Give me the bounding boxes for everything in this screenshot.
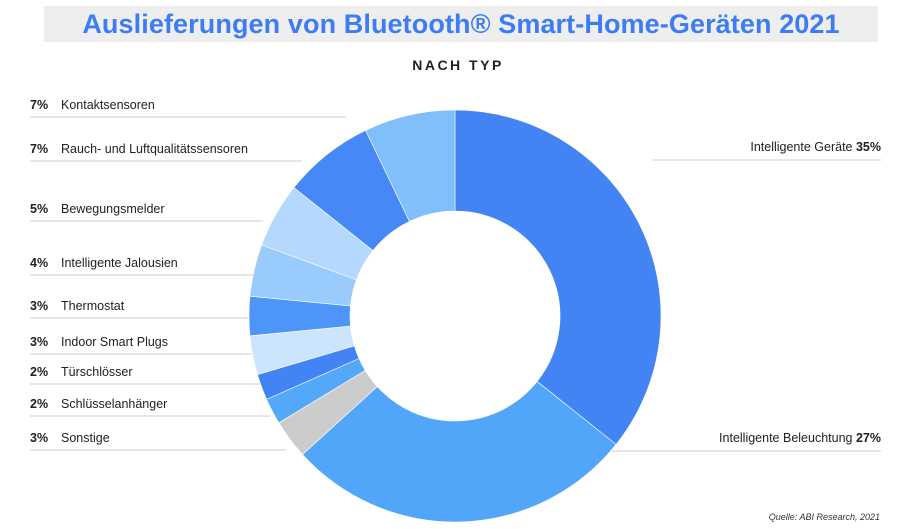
label-pct-indoor-smart-plugs: 3% [30,335,48,349]
label-pct-schluesselanhaenger: 2% [30,397,48,411]
label-thermostat: Thermostat [61,299,125,313]
label-intelligente-beleuchtung: Intelligente Beleuchtung 27% [719,431,881,445]
label-pct-intelligente-jalousien: 4% [30,256,48,270]
label-tuerschloesser: Türschlösser [61,365,133,379]
label-indoor-smart-plugs: Indoor Smart Plugs [61,335,168,349]
label-pct-bewegungsmelder: 5% [30,202,48,216]
slice-intelligente-beleuchtung [302,381,617,523]
source-note: Quelle: ABI Research, 2021 [768,512,880,522]
label-schluesselanhaenger: Schlüsselanhänger [61,397,167,411]
label-pct-kontaktsensoren: 7% [30,98,48,112]
label-pct-thermostat: 3% [30,299,48,313]
label-bewegungsmelder: Bewegungsmelder [61,202,165,216]
slice-intelligente-geraete [454,109,662,445]
label-intelligente-jalousien: Intelligente Jalousien [61,256,178,270]
label-rauch-und-luftqualitaetssensoren: Rauch- und Luftqualitätssensoren [61,142,248,156]
chart-subtitle: NACH TYP [412,57,504,73]
label-kontaktsensoren: Kontaktsensoren [61,98,155,112]
label-pct-rauch-und-luftqualitaetssensoren: 7% [30,142,48,156]
chart-title: Auslieferungen von Bluetooth® Smart-Home… [82,9,840,39]
label-sonstige: Sonstige [61,431,110,445]
label-pct-tuerschloesser: 2% [30,365,48,379]
title-banner: Auslieferungen von Bluetooth® Smart-Home… [44,6,878,42]
label-pct-sonstige: 3% [30,431,48,445]
slice-kontaktsensoren [365,109,456,222]
label-intelligente-geraete: Intelligente Geräte 35% [750,140,881,154]
